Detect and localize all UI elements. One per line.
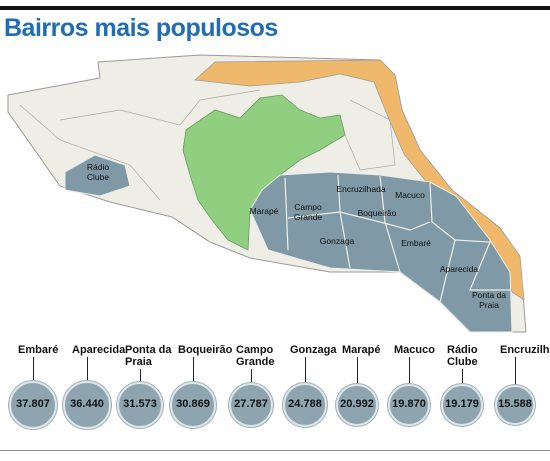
bubble: [335, 383, 379, 427]
value-label: 27.787: [234, 398, 268, 410]
value-label: 20.992: [340, 398, 374, 410]
category-label: Campo Grande: [236, 344, 275, 368]
map-label: Macuco: [395, 190, 425, 200]
category-label: Embaré: [18, 344, 59, 356]
top-rule: [0, 6, 550, 10]
value-label: 37.807: [16, 398, 50, 410]
street: [344, 99, 396, 171]
map-label: Rádio Clube: [86, 162, 110, 182]
leader-line: [357, 357, 358, 384]
value-label: 31.573: [123, 398, 157, 410]
leader-line: [251, 369, 252, 383]
leader-line: [409, 357, 410, 384]
leader-line: [462, 369, 463, 384]
value-label: 36.440: [70, 398, 104, 410]
leader-line: [305, 357, 306, 384]
bubble: [63, 381, 111, 429]
street: [59, 89, 261, 126]
leader-line: [515, 357, 516, 385]
bubble: [494, 384, 536, 426]
category-label: Aparecida: [72, 344, 126, 356]
category-label: Boqueirão: [178, 344, 233, 356]
district: [64, 154, 131, 197]
map-label: Marapé: [249, 206, 279, 216]
value-label: 15.588: [498, 398, 532, 410]
leader-line: [33, 357, 34, 381]
value-label: 24.788: [288, 398, 322, 410]
bubble: [170, 382, 216, 428]
border: [379, 175, 401, 273]
border: [337, 174, 351, 269]
map-label: Ponta da Praia: [471, 290, 507, 310]
map-label: Embaré: [401, 238, 431, 248]
border: [284, 177, 289, 251]
category-label: Rádio Clube: [447, 344, 478, 368]
leader-line: [140, 369, 141, 382]
border: [429, 182, 456, 303]
title: Bairros mais populosos: [4, 14, 278, 42]
border: [454, 239, 510, 291]
map-label: Aparecida: [439, 264, 479, 274]
bottom-rule: [0, 450, 550, 451]
bubble: [9, 381, 57, 429]
bubble: [387, 383, 431, 427]
value-label: 30.869: [176, 398, 210, 410]
map-label: Encruzilhada: [336, 184, 386, 194]
category-label: Encruzilhada: [500, 344, 550, 356]
map-label: Gonzaga: [319, 236, 355, 246]
border: [287, 211, 431, 231]
category-label: Marapé: [342, 344, 381, 356]
category-label: Macuco: [394, 344, 435, 356]
category-label: Gonzaga: [290, 344, 337, 356]
value-label: 19.870: [392, 398, 426, 410]
beach: [194, 59, 525, 301]
bubble: [440, 383, 484, 427]
hills: [182, 94, 346, 251]
leader-line: [87, 357, 88, 382]
map-label: Boqueirão: [357, 208, 397, 218]
leader-line: [193, 357, 194, 383]
map-label: Campo Grande: [293, 202, 323, 222]
category-label: Ponta da Praia: [125, 344, 172, 368]
bubble: [116, 381, 163, 428]
district: [249, 171, 513, 333]
value-label: 19.179: [445, 398, 479, 410]
map: [7, 54, 527, 333]
bubble: [228, 382, 274, 428]
bubble: [283, 383, 327, 427]
street: [19, 104, 161, 201]
